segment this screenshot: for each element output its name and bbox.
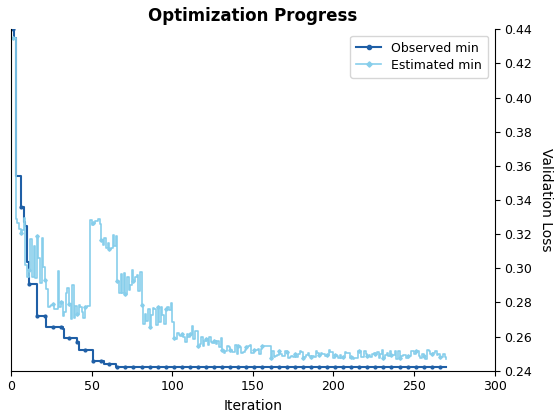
Observed min (307, 365, 314, 370)
Observed min (125, 364, 132, 369)
Legend: Observed min, Estimated min: Observed min, Estimated min (350, 36, 488, 78)
Line: Observed min: Observed min (11, 28, 447, 369)
Observed min (25, 282, 32, 287)
Estimated min (422, 356, 428, 361)
Title: Optimization Progress: Optimization Progress (148, 7, 357, 25)
Observed min (9, 27, 16, 32)
Estimated min (306, 353, 312, 358)
Observed min (443, 365, 450, 370)
Observed min (186, 365, 193, 370)
Observed min (75, 347, 82, 352)
Estimated min (9, 35, 16, 40)
Estimated min (125, 287, 132, 292)
Estimated min (443, 356, 450, 361)
Estimated min (157, 305, 164, 310)
Observed min (157, 364, 164, 369)
Observed min (259, 365, 266, 370)
Y-axis label: Validation Loss: Validation Loss (539, 148, 553, 252)
X-axis label: Iteration: Iteration (223, 399, 282, 413)
Estimated min (258, 346, 264, 351)
Line: Estimated min: Estimated min (11, 37, 447, 360)
Estimated min (75, 303, 82, 308)
Estimated min (25, 268, 32, 273)
